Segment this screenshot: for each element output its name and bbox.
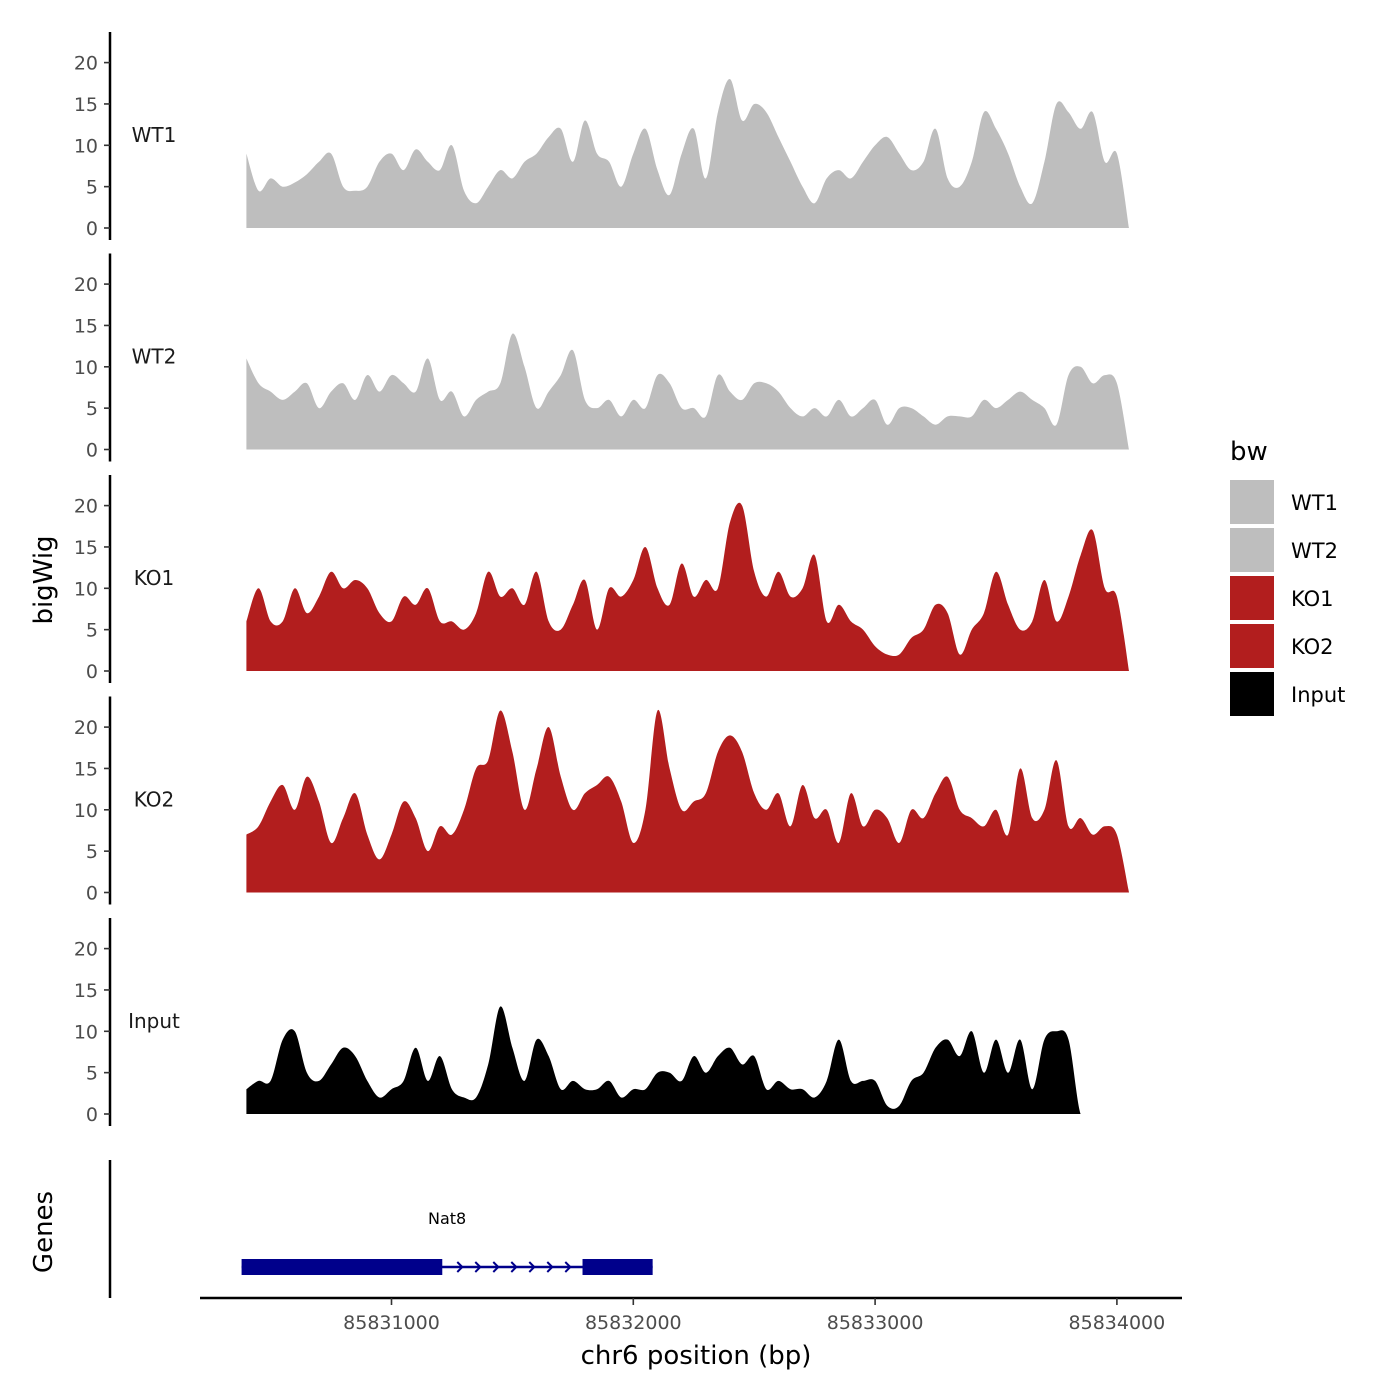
strand-arrow xyxy=(474,1261,482,1273)
y-axis-title: bigWig xyxy=(29,535,59,624)
track-label-ko1: KO1 xyxy=(134,566,175,590)
y-tick-label: 5 xyxy=(86,177,98,199)
x-tick-label: 85832000 xyxy=(585,1312,682,1334)
legend-key-ko1 xyxy=(1230,576,1274,620)
y-tick-label: 15 xyxy=(74,537,98,559)
y-tick-label: 20 xyxy=(74,717,98,739)
y-tick-label: 0 xyxy=(86,661,98,683)
track-label-wt2: WT2 xyxy=(132,345,177,369)
y-tick-label: 0 xyxy=(86,218,98,240)
area-input xyxy=(246,1006,1129,1114)
y-tick-label: 0 xyxy=(86,883,98,905)
legend-label-input: Input xyxy=(1291,683,1345,707)
gene-exon xyxy=(582,1259,653,1275)
strand-arrow xyxy=(510,1261,518,1273)
legend-label-wt1: WT1 xyxy=(1291,491,1338,515)
legend: bw WT1 WT2 KO1 KO2 Input xyxy=(1230,437,1345,716)
y-tick-label: 5 xyxy=(86,620,98,642)
y-tick-label: 20 xyxy=(74,939,98,961)
track-ko2: 0 5 10 15 20 KO2 xyxy=(74,696,1129,905)
x-axis-title: chr6 position (bp) xyxy=(581,1341,812,1371)
gene-label: Nat8 xyxy=(428,1209,466,1228)
y-tick-label: 10 xyxy=(74,1021,98,1043)
track-label-ko2: KO2 xyxy=(134,788,175,812)
x-tick-label: 85831000 xyxy=(343,1312,440,1334)
genes-panel: Nat8 xyxy=(108,1160,653,1298)
legend-key-wt1 xyxy=(1230,480,1274,524)
bigwig-tracks: 0 5 10 15 20 WT1 0 5 10 15 20 WT2 0 5 10 15 20 KO1 0 5 10 15 2… xyxy=(74,32,1129,1126)
legend-key-input xyxy=(1230,672,1274,716)
legend-key-wt2 xyxy=(1230,528,1274,572)
y-tick-label: 20 xyxy=(74,496,98,518)
y-tick-label: 5 xyxy=(86,841,98,863)
y-tick-label: 20 xyxy=(74,274,98,296)
y-tick-label: 0 xyxy=(86,440,98,462)
genes-panel-title: Genes xyxy=(29,1191,59,1273)
track-wt1: 0 5 10 15 20 WT1 xyxy=(74,32,1129,240)
y-tick-label: 15 xyxy=(74,315,98,337)
y-tick-label: 10 xyxy=(74,357,98,379)
y-tick-label: 10 xyxy=(74,578,98,600)
area-wt1 xyxy=(246,79,1129,228)
x-axis: 85831000 85832000 85833000 85834000 xyxy=(200,1296,1182,1334)
area-wt2 xyxy=(246,333,1129,450)
strand-arrow xyxy=(492,1261,500,1273)
y-tick-label: 10 xyxy=(74,135,98,157)
y-tick-label: 5 xyxy=(86,398,98,420)
gene-exon xyxy=(241,1259,443,1275)
strand-arrow xyxy=(564,1261,572,1273)
track-input: 0 5 10 15 20 Input xyxy=(74,918,1129,1126)
legend-label-ko1: KO1 xyxy=(1291,587,1334,611)
gene-nat8: Nat8 xyxy=(241,1209,653,1275)
y-tick-label: 20 xyxy=(74,53,98,75)
x-tick-label: 85833000 xyxy=(827,1312,924,1334)
y-tick-label: 5 xyxy=(86,1063,98,1085)
y-tick-label: 0 xyxy=(86,1104,98,1126)
track-label-input: Input xyxy=(128,1009,180,1033)
legend-key-ko2 xyxy=(1230,624,1274,668)
y-tick-label: 15 xyxy=(74,980,98,1002)
legend-label-ko2: KO2 xyxy=(1291,635,1334,659)
legend-title: bw xyxy=(1230,437,1268,467)
strand-arrow xyxy=(456,1261,464,1273)
y-tick-label: 15 xyxy=(74,94,98,116)
strand-arrow xyxy=(546,1261,554,1273)
legend-label-wt2: WT2 xyxy=(1291,539,1338,563)
track-ko1: 0 5 10 15 20 KO1 xyxy=(74,475,1129,683)
y-tick-label: 10 xyxy=(74,800,98,822)
track-wt2: 0 5 10 15 20 WT2 xyxy=(74,253,1129,462)
y-tick-label: 15 xyxy=(74,758,98,780)
x-tick-label: 85834000 xyxy=(1069,1312,1166,1334)
track-label-wt1: WT1 xyxy=(132,123,177,147)
area-ko1 xyxy=(246,502,1129,671)
strand-arrow xyxy=(528,1261,536,1273)
area-ko2 xyxy=(246,709,1129,893)
